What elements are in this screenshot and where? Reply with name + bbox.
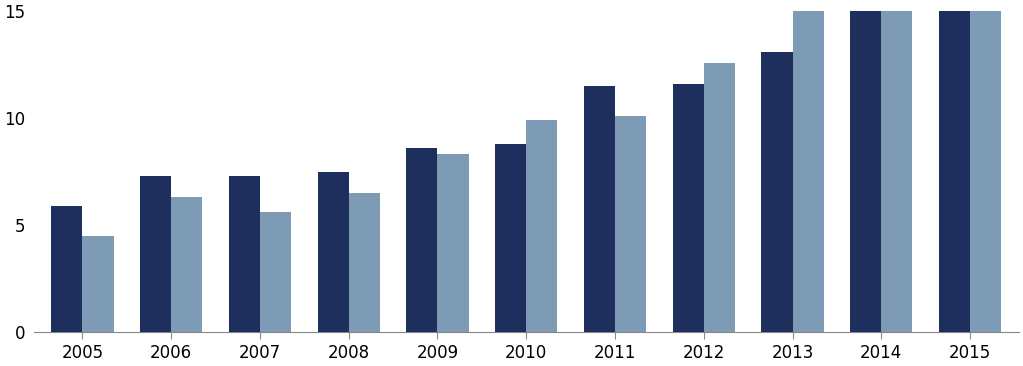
Bar (881, 9, 913, 332)
Bar (171, 197, 203, 332)
Bar (260, 212, 291, 332)
Bar (761, 52, 793, 332)
Bar (704, 63, 735, 332)
Bar (140, 176, 171, 332)
Bar (51, 206, 83, 332)
Bar (939, 7, 970, 332)
Bar (615, 116, 647, 332)
Bar (970, 9, 1002, 332)
Bar (406, 148, 438, 332)
Bar (318, 172, 349, 332)
Bar (83, 236, 114, 332)
Bar (495, 144, 526, 332)
Bar (526, 120, 558, 332)
Bar (229, 176, 260, 332)
Bar (673, 84, 704, 332)
Bar (438, 154, 469, 332)
Bar (349, 193, 380, 332)
Bar (584, 86, 615, 332)
Bar (793, 9, 824, 332)
Bar (850, 7, 881, 332)
